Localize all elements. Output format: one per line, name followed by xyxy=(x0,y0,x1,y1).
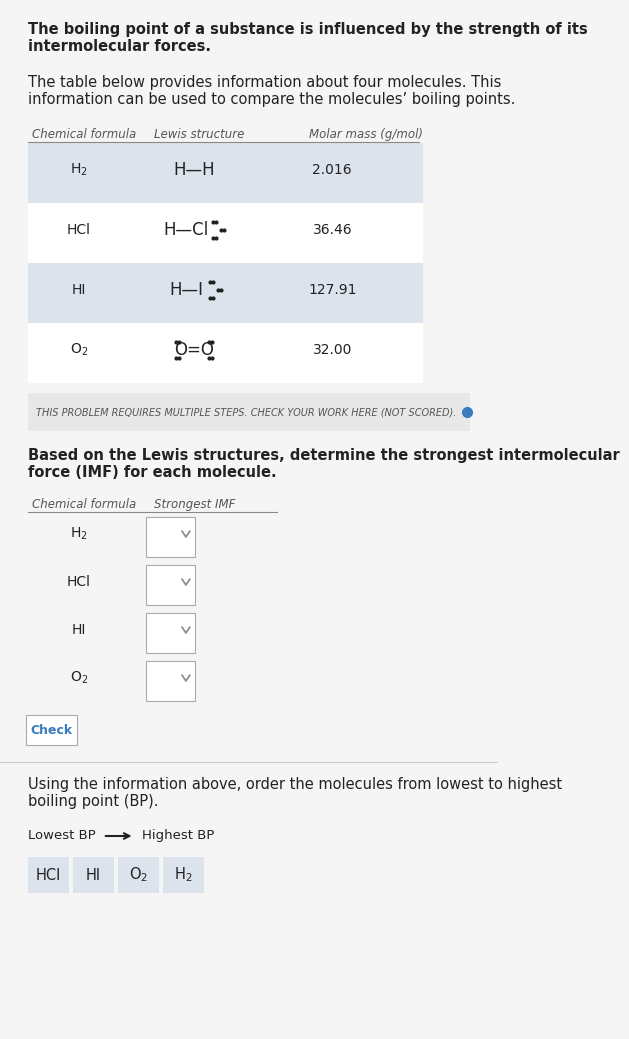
Text: Chemical formula: Chemical formula xyxy=(31,498,136,511)
Text: 32.00: 32.00 xyxy=(313,343,352,357)
FancyBboxPatch shape xyxy=(145,613,194,652)
Text: H—Cl: H—Cl xyxy=(164,221,209,239)
Text: H—I: H—I xyxy=(169,281,203,299)
Text: O=O: O=O xyxy=(174,341,214,359)
Text: Highest BP: Highest BP xyxy=(142,829,214,842)
FancyBboxPatch shape xyxy=(145,565,194,605)
Text: 127.91: 127.91 xyxy=(308,283,357,297)
Text: Chemical formula: Chemical formula xyxy=(31,128,136,141)
Text: 2.016: 2.016 xyxy=(313,163,352,177)
FancyBboxPatch shape xyxy=(28,263,423,323)
Text: The boiling point of a substance is influenced by the strength of its
intermolec: The boiling point of a substance is infl… xyxy=(28,22,587,54)
FancyBboxPatch shape xyxy=(28,143,423,203)
Text: O$_2$: O$_2$ xyxy=(70,342,88,358)
Text: Using the information above, order the molecules from lowest to highest
boiling : Using the information above, order the m… xyxy=(28,777,562,809)
Text: HI: HI xyxy=(72,623,86,637)
Text: H$_2$: H$_2$ xyxy=(174,865,193,884)
Text: Lowest BP: Lowest BP xyxy=(28,829,96,842)
Text: HCl: HCl xyxy=(36,868,61,882)
FancyBboxPatch shape xyxy=(26,715,77,745)
Text: 36.46: 36.46 xyxy=(313,223,352,237)
Text: O$_2$: O$_2$ xyxy=(70,670,88,686)
Text: Strongest IMF: Strongest IMF xyxy=(154,498,236,511)
Text: Molar mass (g/mol): Molar mass (g/mol) xyxy=(309,128,423,141)
Text: HCl: HCl xyxy=(67,223,91,237)
Text: HI: HI xyxy=(86,868,101,882)
FancyBboxPatch shape xyxy=(73,857,114,893)
FancyBboxPatch shape xyxy=(28,323,423,383)
FancyBboxPatch shape xyxy=(163,857,204,893)
Text: THIS PROBLEM REQUIRES MULTIPLE STEPS. CHECK YOUR WORK HERE (NOT SCORED).: THIS PROBLEM REQUIRES MULTIPLE STEPS. CH… xyxy=(36,407,456,417)
Text: The table below provides information about four molecules. This
information can : The table below provides information abo… xyxy=(28,75,515,107)
Text: Lewis structure: Lewis structure xyxy=(154,128,245,141)
Text: HCl: HCl xyxy=(67,575,91,589)
Text: H$_2$: H$_2$ xyxy=(70,162,88,179)
FancyBboxPatch shape xyxy=(145,661,194,701)
FancyBboxPatch shape xyxy=(28,393,470,431)
Text: HI: HI xyxy=(72,283,86,297)
FancyBboxPatch shape xyxy=(118,857,159,893)
Text: O$_2$: O$_2$ xyxy=(129,865,148,884)
Text: H—H: H—H xyxy=(173,161,214,179)
Text: H$_2$: H$_2$ xyxy=(70,526,88,542)
Text: Check: Check xyxy=(30,723,72,737)
FancyBboxPatch shape xyxy=(145,517,194,557)
FancyBboxPatch shape xyxy=(28,203,423,263)
Text: Based on the Lewis structures, determine the strongest intermolecular
force (IMF: Based on the Lewis structures, determine… xyxy=(28,448,620,480)
FancyBboxPatch shape xyxy=(28,857,69,893)
